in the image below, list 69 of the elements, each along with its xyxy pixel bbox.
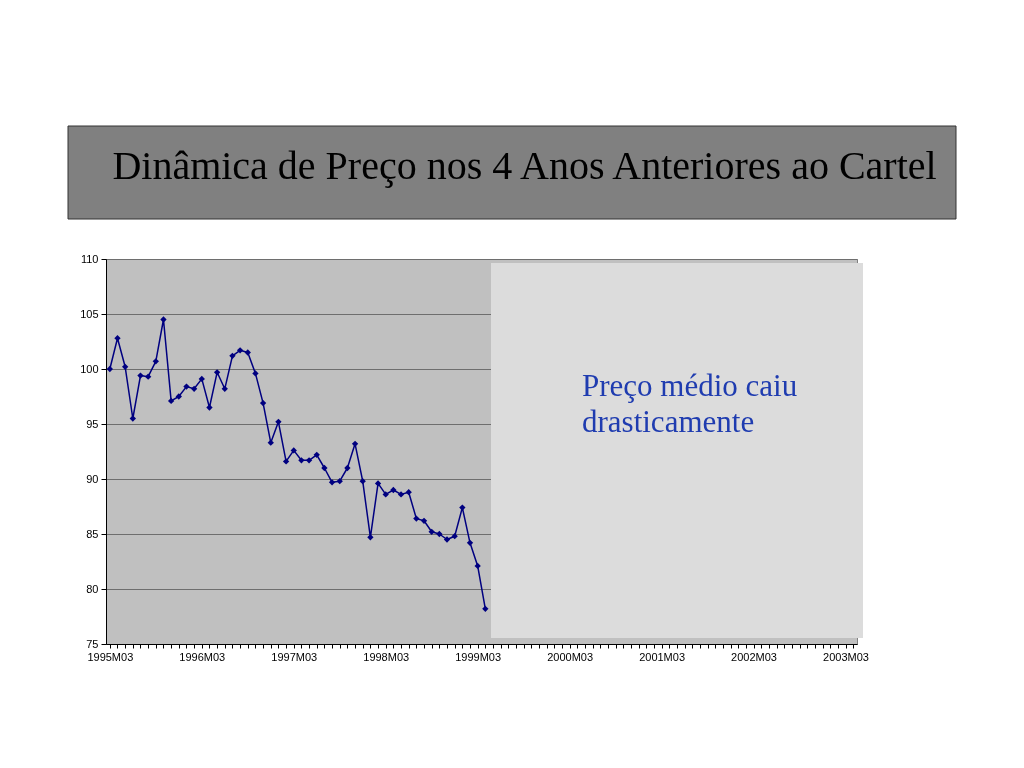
point	[420, 517, 428, 524]
point	[305, 457, 313, 464]
point	[114, 335, 121, 342]
point	[144, 373, 152, 380]
point	[328, 479, 336, 486]
point	[413, 515, 420, 522]
point	[122, 363, 129, 370]
point	[129, 415, 136, 422]
point	[252, 370, 259, 377]
point	[267, 439, 274, 446]
point	[213, 369, 221, 376]
point	[229, 352, 236, 359]
point	[275, 418, 282, 425]
point	[244, 349, 251, 356]
x-tick-label: 2002M03	[731, 650, 777, 663]
point	[359, 478, 366, 485]
point	[259, 399, 267, 407]
chart-title: Dinâmica de Preço nos 4 Anos Anteriores ao Cartel	[112, 142, 937, 188]
x-tick-label: 1999M03	[455, 650, 502, 663]
point	[137, 372, 144, 379]
y-tick-label: 100	[80, 362, 99, 375]
point	[443, 536, 451, 543]
y-tick-label: 110	[80, 252, 99, 265]
point	[344, 464, 351, 472]
x-tick-label: 1997M03	[271, 650, 318, 663]
y-tick-label: 105	[80, 307, 99, 320]
y-tick-label: 80	[86, 582, 99, 595]
point	[482, 605, 489, 612]
y-tick-label: 95	[86, 417, 99, 430]
point	[336, 478, 343, 485]
x-tick-label: 2000M03	[547, 650, 594, 663]
point	[374, 480, 382, 487]
point	[175, 393, 182, 400]
point	[459, 504, 466, 511]
point	[367, 534, 374, 541]
point	[106, 365, 113, 373]
x-tick-label: 1996M03	[179, 650, 226, 663]
point	[390, 486, 397, 494]
x-tick-label: 1998M03	[363, 650, 410, 663]
point	[298, 457, 305, 464]
point	[206, 404, 213, 411]
point	[351, 440, 359, 447]
point	[152, 358, 159, 365]
point	[466, 539, 474, 546]
point	[451, 533, 458, 540]
x-tick-label: 1995M03	[87, 650, 134, 663]
point	[321, 464, 328, 472]
x-tick-label: 2003M03	[823, 650, 869, 663]
point	[198, 375, 205, 383]
point	[397, 491, 405, 498]
y-tick-label: 90	[86, 472, 99, 485]
point	[382, 491, 389, 498]
point	[167, 397, 175, 405]
point	[190, 385, 198, 392]
point	[405, 489, 412, 496]
point	[290, 447, 297, 454]
point	[221, 385, 228, 392]
point	[183, 383, 190, 390]
annotation: Preço médio caiu drasticamente	[582, 367, 798, 439]
point	[428, 528, 435, 535]
point	[474, 562, 481, 570]
x-tick-label: 2001M03	[639, 650, 686, 663]
y-tick-label: 75	[86, 637, 99, 650]
point	[160, 316, 167, 323]
point	[282, 458, 290, 465]
point	[313, 451, 320, 458]
y-tick-label: 85	[86, 527, 99, 540]
point	[436, 530, 443, 538]
point	[236, 347, 244, 354]
